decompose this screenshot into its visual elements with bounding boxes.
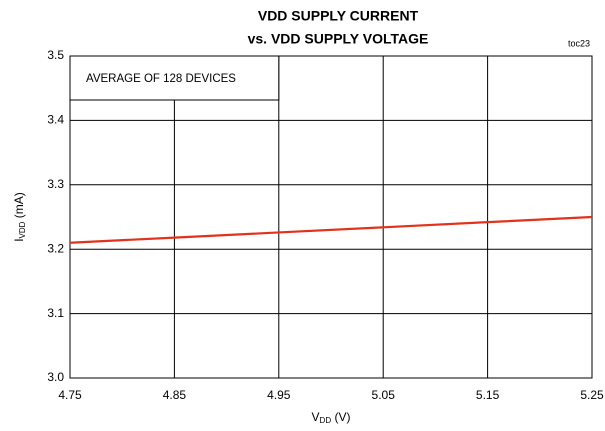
y-axis-label: IVDD (mA) — [12, 192, 27, 242]
x-axis-label-sub: DD — [320, 416, 332, 425]
annotation: AVERAGE OF 128 DEVICES — [86, 73, 236, 85]
y-tick-label: 3.1 — [47, 306, 64, 320]
x-tick-label: 4.75 — [58, 388, 82, 402]
chart-title: VDD SUPPLY CURRENT — [258, 8, 419, 24]
y-tick-label: 3.5 — [47, 48, 64, 62]
chart-title: vs. VDD SUPPLY VOLTAGE — [248, 31, 429, 47]
plot-border — [69, 55, 593, 379]
y-axis-label-unit: (mA) — [12, 192, 26, 221]
figure-note: toc23 — [568, 38, 590, 48]
data-line — [69, 215, 593, 244]
x-tick-label: 5.25 — [580, 388, 604, 402]
x-axis-label-main: V — [312, 410, 320, 424]
x-tick-label: 4.85 — [163, 388, 187, 402]
x-tick-label: 4.95 — [267, 388, 291, 402]
x-tick-label: 5.15 — [476, 388, 500, 402]
annotation-box — [69, 55, 280, 101]
x-tick-label: 5.05 — [372, 388, 396, 402]
y-tick-label: 3.3 — [47, 177, 64, 191]
y-tick-label: 3.0 — [47, 370, 64, 384]
y-tick-label: 3.2 — [47, 241, 64, 255]
y-axis-label-main: I — [12, 238, 26, 241]
x-axis-label-unit: (V) — [331, 410, 350, 424]
y-axis-label-sub: VDD — [18, 221, 27, 238]
y-tick-label: 3.4 — [47, 113, 64, 127]
x-axis-label: VDD (V) — [312, 410, 351, 425]
